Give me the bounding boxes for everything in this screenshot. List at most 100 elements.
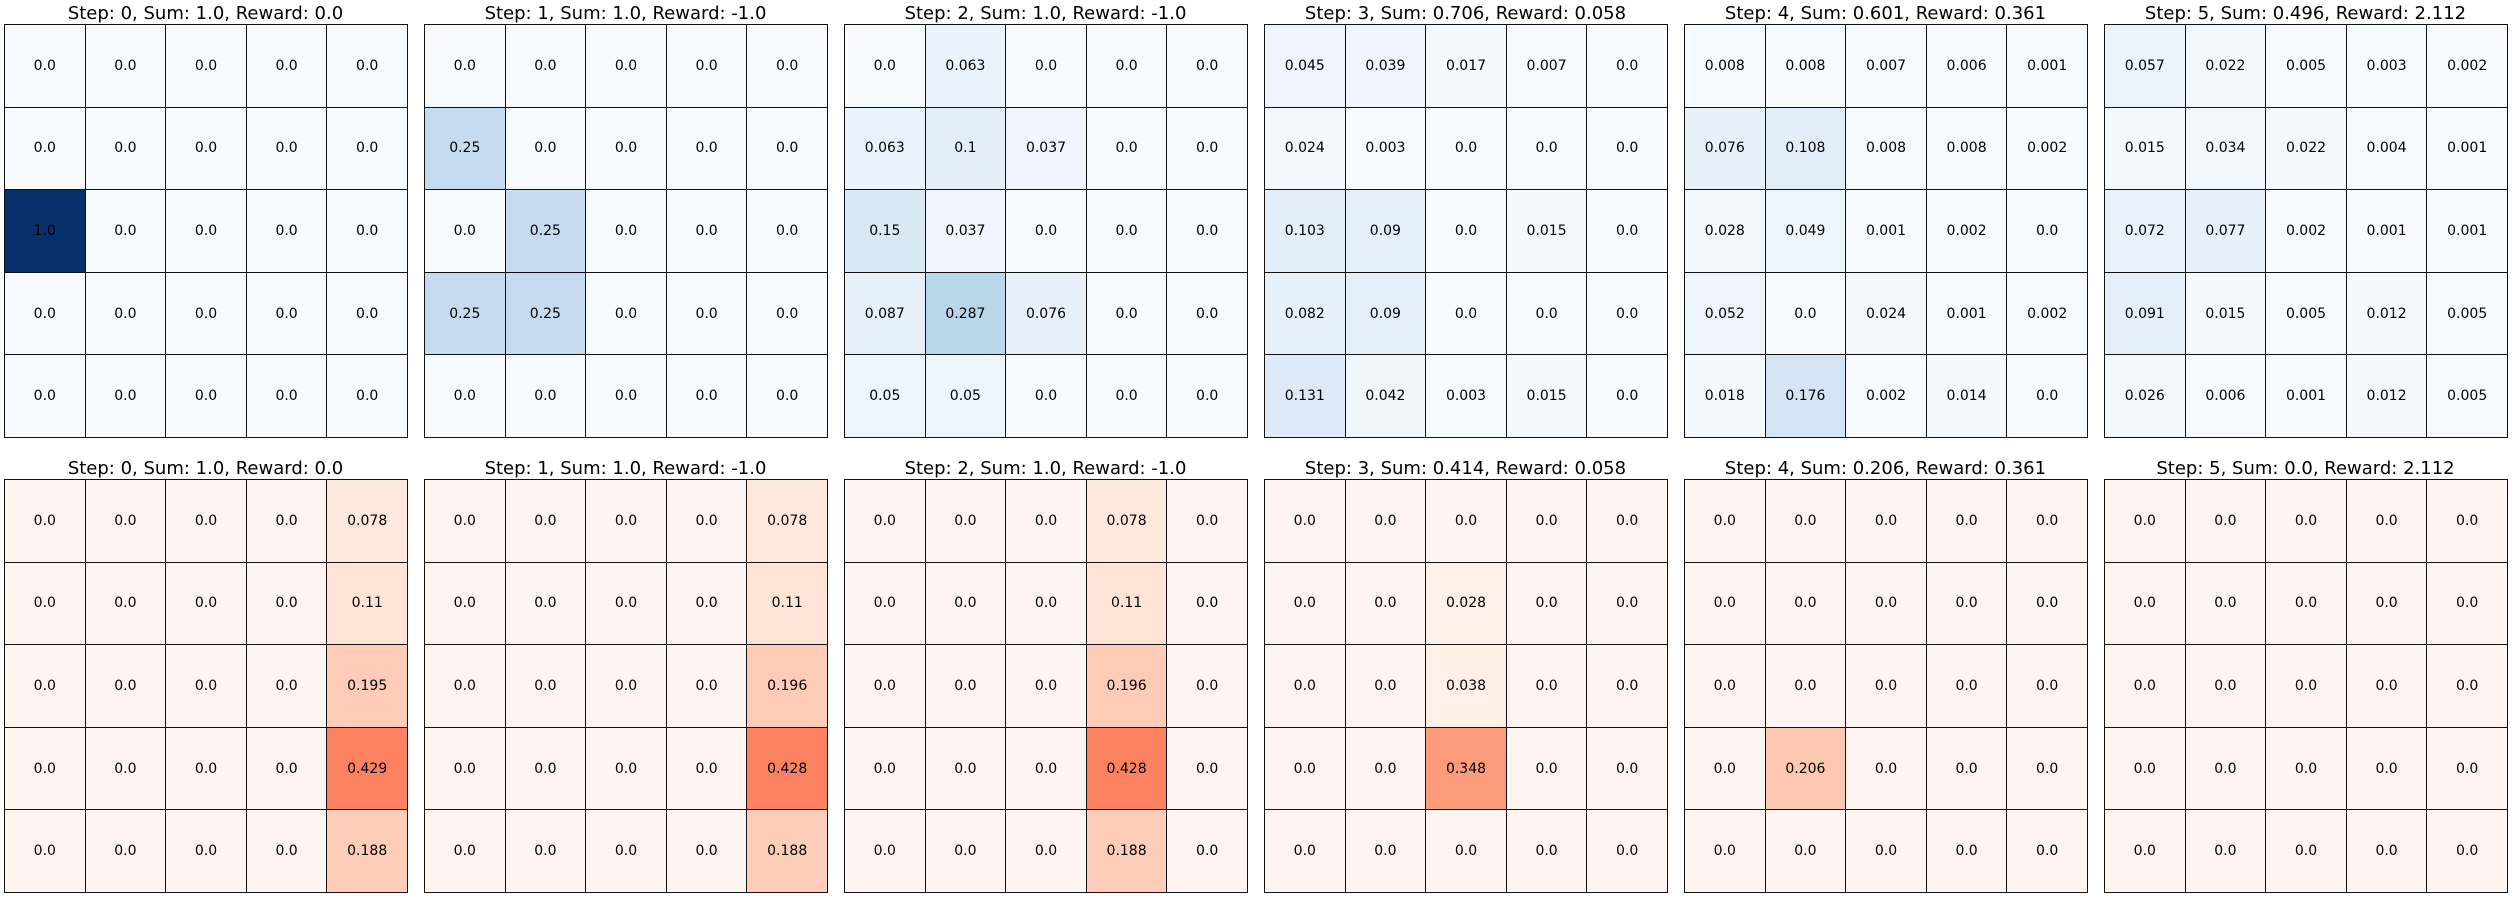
heatmap-cell: 0.0 bbox=[326, 189, 408, 273]
heatmap-cell: 0.09 bbox=[1344, 271, 1427, 356]
heatmap-cell: 0.0 bbox=[84, 644, 167, 728]
heatmap-cell: 0.0 bbox=[2345, 479, 2428, 563]
heatmap-cell: 0.196 bbox=[1085, 644, 1168, 728]
heatmap-cell: 0.0 bbox=[245, 24, 328, 108]
heatmap-cell: 0.002 bbox=[2006, 271, 2088, 356]
heatmap-cell: 0.0 bbox=[2345, 726, 2428, 811]
heatmap-cell: 0.0 bbox=[424, 561, 506, 646]
heatmap-cell: 0.0 bbox=[1264, 644, 1346, 728]
heatmap-grid: 0.0 0.0 0.0 0.0 0.0 0.0 0.0 0.0 0.0 0.0 1.0 0.0 0.0 0… bbox=[4, 24, 408, 438]
heatmap-cell: 0.0 bbox=[424, 479, 506, 563]
heatmap-cell: 0.0 bbox=[2006, 644, 2088, 728]
heatmap-cell: 0.0 bbox=[1764, 644, 1847, 728]
heatmap-cell: 0.0 bbox=[585, 271, 667, 356]
heatmap-grid: 0.0 0.0 0.0 0.0 0.0 0.0 0.0 0.0 0.0 0.0 0.0 0.0 0.0 0… bbox=[1684, 479, 2088, 893]
heatmap-cell: 0.0 bbox=[2184, 479, 2267, 563]
heatmap-cell: 0.001 bbox=[1925, 271, 2008, 356]
heatmap-cell: 0.049 bbox=[1764, 189, 1847, 273]
heatmap-cell: 0.0 bbox=[1845, 644, 1927, 728]
heatmap-cell: 0.0 bbox=[424, 726, 506, 811]
heatmap-cell: 0.0 bbox=[84, 479, 167, 563]
heatmap-cell: 0.0 bbox=[1684, 809, 1766, 893]
heatmap-cell: 0.0 bbox=[2184, 726, 2267, 811]
heatmap-grid: 0.0 0.0 0.0 0.0 0.0 0.25 0.0 0.0 0.0 0.0 0.0 0.25 0.… bbox=[424, 24, 828, 438]
heatmap-cell: 0.0 bbox=[4, 106, 86, 191]
heatmap-cell: 0.0 bbox=[1005, 561, 1087, 646]
heatmap-cell: 0.103 bbox=[1264, 189, 1346, 273]
heatmap-cell: 0.0 bbox=[2006, 354, 2088, 438]
heatmap-cell: 0.001 bbox=[2265, 354, 2347, 438]
heatmap-cell: 0.0 bbox=[2345, 809, 2428, 893]
heatmap-cell: 0.018 bbox=[1684, 354, 1766, 438]
heatmap-cell: 0.0 bbox=[84, 726, 167, 811]
heatmap-cell: 0.038 bbox=[1425, 644, 1507, 728]
heatmap-cell: 0.078 bbox=[1085, 479, 1168, 563]
heatmap-cell: 0.0 bbox=[1505, 106, 1588, 191]
heatmap-cell: 0.0 bbox=[1586, 354, 1668, 438]
heatmap-cell: 0.0 bbox=[1166, 189, 1248, 273]
heatmap-cell: 0.005 bbox=[2265, 24, 2347, 108]
heatmap-cell: 0.0 bbox=[1005, 479, 1087, 563]
heatmap-cell: 0.0 bbox=[585, 106, 667, 191]
heatmap-cell: 0.0 bbox=[665, 354, 748, 438]
heatmap-cell: 0.0 bbox=[1344, 479, 1427, 563]
heatmap-cell: 0.0 bbox=[1344, 561, 1427, 646]
heatmap-cell: 0.0 bbox=[1925, 644, 2008, 728]
heatmap-cell: 0.024 bbox=[1264, 106, 1346, 191]
heatmap-cell: 0.0 bbox=[1505, 644, 1588, 728]
heatmap-cell: 0.072 bbox=[2104, 189, 2186, 273]
heatmap-cell: 0.0 bbox=[844, 479, 926, 563]
heatmap-cell: 0.0 bbox=[1425, 189, 1507, 273]
heatmap-cell: 0.001 bbox=[2345, 189, 2428, 273]
heatmap-grid: 0.008 0.008 0.007 0.006 0.001 0.076 0.108 0.008… bbox=[1684, 24, 2088, 438]
heatmap-cell: 0.015 bbox=[2104, 106, 2186, 191]
heatmap-cell: 0.006 bbox=[1925, 24, 2008, 108]
heatmap-cell: 0.0 bbox=[2265, 726, 2347, 811]
heatmap-cell: 0.0 bbox=[2426, 561, 2508, 646]
heatmap-cell: 0.348 bbox=[1425, 726, 1507, 811]
heatmap-cell: 0.0 bbox=[1684, 644, 1766, 728]
heatmap-title: Step: 5, Sum: 0.496, Reward: 2.112 bbox=[2144, 3, 2467, 24]
heatmap-cell: 0.0 bbox=[2265, 644, 2347, 728]
heatmap-cell: 0.078 bbox=[326, 479, 408, 563]
heatmap-cell: 0.045 bbox=[1264, 24, 1346, 108]
heatmap-cell: 0.0 bbox=[1845, 479, 1927, 563]
heatmap-cell: 0.0 bbox=[2104, 644, 2186, 728]
heatmap-cell: 0.0 bbox=[665, 809, 748, 893]
heatmap-cell: 1.0 bbox=[4, 189, 86, 273]
heatmap-cell: 0.188 bbox=[746, 809, 828, 893]
heatmap-cell: 0.195 bbox=[326, 644, 408, 728]
heatmap-cell: 0.0 bbox=[504, 106, 587, 191]
heatmap-cell: 0.0 bbox=[2265, 479, 2347, 563]
heatmap-cell: 0.0 bbox=[326, 24, 408, 108]
heatmap-cell: 0.039 bbox=[1344, 24, 1427, 108]
heatmap-cell: 0.11 bbox=[746, 561, 828, 646]
heatmap-cell: 0.012 bbox=[2345, 354, 2428, 438]
heatmap-cell: 0.0 bbox=[4, 561, 86, 646]
heatmap-cell: 0.0 bbox=[2006, 726, 2088, 811]
heatmap-cell: 0.0 bbox=[665, 189, 748, 273]
heatmap-cell: 0.0 bbox=[504, 809, 587, 893]
heatmap-cell: 0.017 bbox=[1425, 24, 1507, 108]
heatmap-cell: 0.091 bbox=[2104, 271, 2186, 356]
heatmap-cell: 0.0 bbox=[585, 644, 667, 728]
heatmap-cell: 0.0 bbox=[1425, 809, 1507, 893]
heatmap-cell: 0.0 bbox=[1166, 106, 1248, 191]
heatmap-cell: 0.0 bbox=[165, 726, 247, 811]
heatmap-cell: 0.0 bbox=[1684, 726, 1766, 811]
heatmap-cell: 0.0 bbox=[2265, 561, 2347, 646]
heatmap-cell: 0.0 bbox=[504, 479, 587, 563]
heatmap-cell: 0.188 bbox=[326, 809, 408, 893]
heatmap-cell: 0.0 bbox=[2426, 479, 2508, 563]
heatmap-cell: 0.0 bbox=[1684, 561, 1766, 646]
heatmap-cell: 0.0 bbox=[1005, 726, 1087, 811]
heatmap-cell: 0.0 bbox=[1505, 561, 1588, 646]
heatmap-cell: 0.0 bbox=[245, 479, 328, 563]
heatmap-cell: 0.0 bbox=[1925, 726, 2008, 811]
heatmap-cell: 0.0 bbox=[1505, 809, 1588, 893]
heatmap-cell: 0.0 bbox=[424, 189, 506, 273]
heatmap-cell: 0.001 bbox=[2426, 189, 2508, 273]
heatmap-cell: 0.0 bbox=[326, 271, 408, 356]
heatmap-cell: 0.002 bbox=[1845, 354, 1927, 438]
heatmap-cell: 0.0 bbox=[1764, 271, 1847, 356]
